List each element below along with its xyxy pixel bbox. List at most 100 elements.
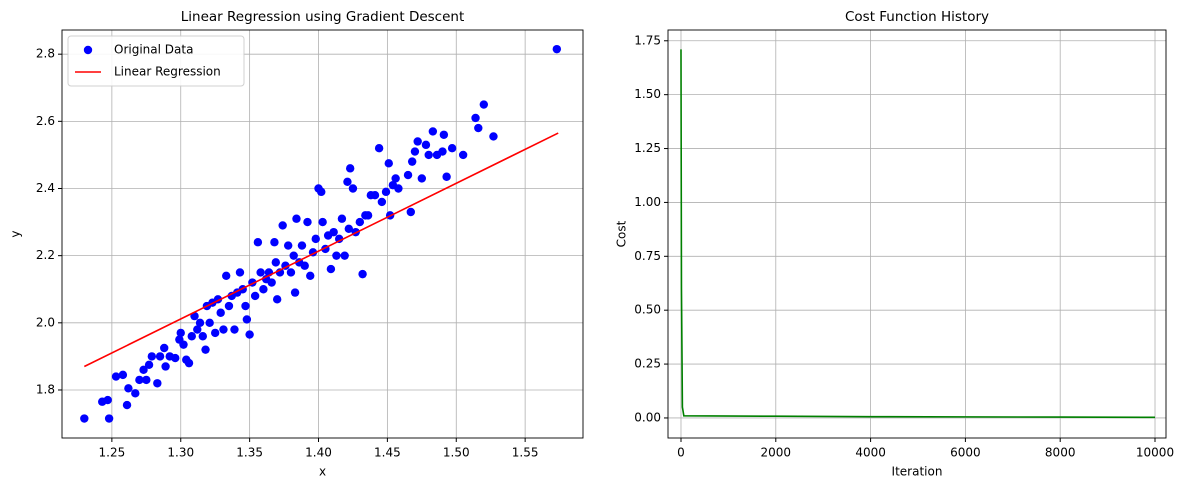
y-tick-label: 0.00 [634, 410, 661, 424]
scatter-point [216, 308, 225, 317]
x-axis-label: x [319, 465, 326, 479]
x-tick-label: 1.50 [443, 446, 470, 460]
scatter-point [205, 318, 214, 328]
scatter-point [179, 340, 188, 349]
axes-frame [61, 29, 584, 439]
scatter-point [122, 400, 132, 410]
legend-box [67, 35, 245, 87]
scatter-point [417, 174, 427, 183]
x-tick-label: 10000 [1136, 446, 1174, 460]
scatter-point [241, 301, 250, 311]
scatter-point [458, 150, 468, 160]
scatter-point [421, 140, 431, 150]
scatter-point [317, 187, 326, 197]
scatter-point [290, 288, 300, 297]
x-tick-label: 4000 [855, 446, 886, 460]
x-tick-label: 0 [677, 446, 685, 460]
scatter-point [479, 100, 489, 109]
y-tick-label: 1.25 [634, 141, 661, 155]
y-tick-label: 1.50 [634, 87, 661, 101]
scatter-point [407, 157, 417, 166]
scatter-point [144, 360, 154, 369]
scatter-point [142, 375, 151, 385]
x-tick-label: 2000 [761, 446, 792, 460]
x-tick-label: 1.55 [512, 446, 539, 460]
scatter-point [160, 343, 169, 353]
scatter-point [155, 352, 165, 361]
scatter-point [358, 269, 367, 279]
scatter-point [253, 238, 263, 247]
scatter-point [198, 332, 207, 341]
scatter-point [283, 241, 293, 250]
scatter-point [329, 227, 338, 237]
scatter-point [552, 44, 562, 54]
scatter-point [403, 170, 413, 180]
scatter-point [406, 207, 416, 217]
scatter-point [131, 389, 140, 398]
scatter-point [394, 184, 403, 193]
scatter-point [80, 414, 89, 423]
scatter-point [306, 271, 315, 281]
scatter-point [374, 144, 384, 153]
x-tick-label: 1.45 [374, 446, 401, 460]
scatter-point [153, 379, 162, 388]
scatter-point [391, 174, 400, 183]
y-tick-label: 2.6 [36, 114, 55, 128]
scatter-point [222, 271, 231, 281]
scatter-point [337, 214, 347, 223]
scatter-point [201, 345, 210, 354]
y-axis-label: y [9, 230, 23, 237]
scatter-point [355, 217, 365, 227]
scatter-point [447, 144, 457, 153]
x-tick-label: 1.25 [99, 446, 126, 460]
scatter-point [343, 177, 352, 186]
scatter-point [340, 251, 349, 260]
scatter-point [363, 211, 373, 220]
y-tick-label: 0.50 [634, 303, 661, 317]
scatter-point [442, 172, 451, 181]
scatter-point [176, 328, 185, 338]
scatter-point [377, 197, 387, 207]
scatter-point [193, 325, 202, 334]
scatter-point [345, 164, 355, 173]
legend-label: Original Data [114, 43, 193, 57]
x-tick-label: 1.40 [305, 446, 332, 460]
scatter-point [334, 234, 344, 244]
scatter-point [135, 375, 144, 385]
subplot: 1.25 1.30 1.35 1.40 1.45 1.50 1.55 1.8 2.0 2.2 2.4… [9, 9, 584, 479]
scatter-point [171, 353, 180, 363]
scatter-point [259, 285, 268, 294]
scatter-point [245, 330, 254, 339]
scatter-point [124, 384, 133, 393]
scatter-point [370, 191, 380, 200]
y-tick-label: 1.8 [36, 382, 55, 396]
scatter-point [428, 127, 438, 136]
chart-title: Linear Regression using Gradient Descent [181, 9, 465, 25]
scatter-point [489, 132, 498, 141]
scatter-point [348, 184, 358, 193]
scatter-point [256, 268, 265, 277]
scatter-point [103, 395, 112, 405]
scatter-point [224, 301, 234, 311]
line-series [680, 49, 1156, 419]
scatter-point [139, 365, 148, 375]
scatter-point [471, 113, 480, 123]
scatter-point [332, 251, 341, 260]
scatter-point [286, 268, 296, 277]
scatter-point [271, 258, 281, 267]
scatter-point [272, 295, 282, 304]
scatter-point [344, 224, 354, 233]
legend-marker [83, 45, 93, 55]
scatter-point [270, 238, 279, 247]
scatter-point [235, 268, 245, 277]
scatter-point [439, 130, 449, 139]
scatter-point [111, 372, 121, 381]
scatter-point [381, 187, 391, 197]
scatter-point [147, 352, 157, 361]
y-tick-label: 0.25 [634, 357, 661, 371]
scatter-point [410, 147, 420, 156]
scatter-point [289, 251, 298, 260]
x-tick-label: 8000 [1045, 446, 1076, 460]
scatter-point [297, 241, 307, 250]
